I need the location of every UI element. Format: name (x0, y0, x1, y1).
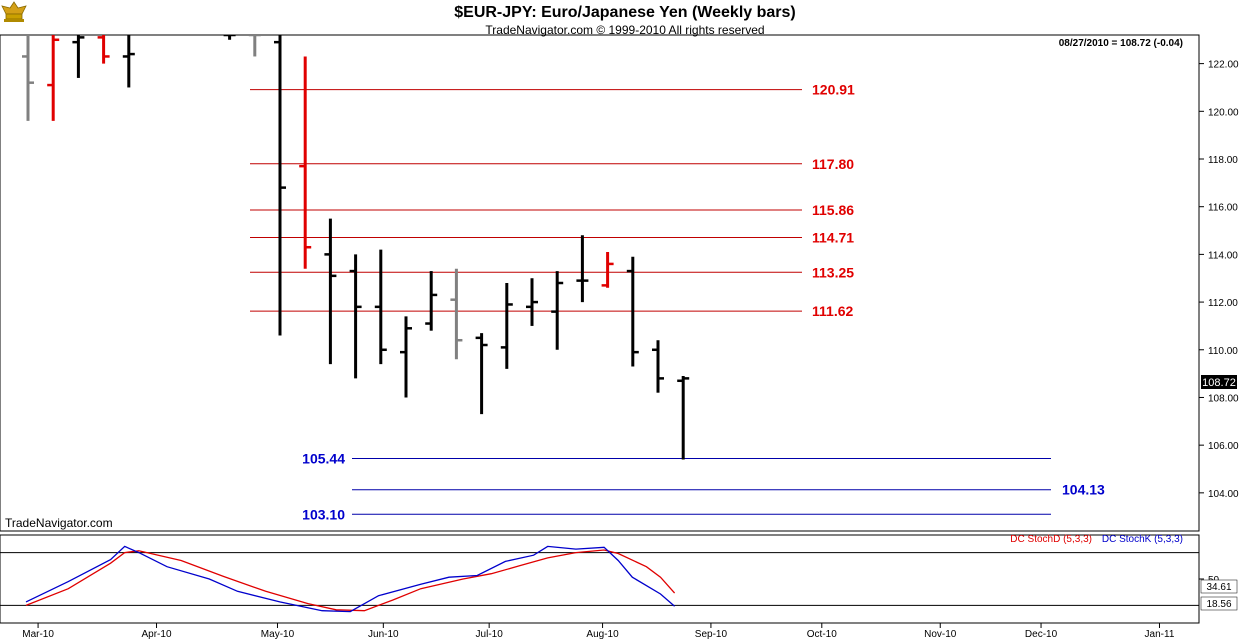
ohlc-bar (148, 30, 160, 35)
fib-level-label: 104.13 (1062, 482, 1105, 498)
ohlc-bar (551, 271, 564, 350)
ohlc-bar (425, 271, 438, 331)
ohlc-bar (72, 35, 85, 78)
price-tick-label: 110.00 (1208, 346, 1238, 357)
date-tick-label: Dec-10 (1025, 629, 1058, 640)
stochk-legend: DC StochK (5,3,3) (1102, 534, 1183, 545)
ohlc-bar (97, 35, 110, 64)
date-tick-label: Sep-10 (695, 629, 728, 640)
last-value-box (1201, 375, 1237, 389)
date-tick-label: Oct-10 (807, 629, 837, 640)
stoch-last-value: 34.61 (1206, 582, 1231, 593)
ohlc-bar (248, 35, 261, 57)
date-tick-label: May-10 (261, 629, 295, 640)
ohlc-bar (349, 254, 362, 379)
price-tick-label: 114.00 (1208, 250, 1238, 261)
date-tick-label: Aug-10 (586, 629, 619, 640)
stochd-legend: DC StochD (5,3,3) (1010, 534, 1092, 545)
fib-level-label: 113.25 (812, 264, 854, 280)
date-tick-label: Jul-10 (476, 629, 504, 640)
stoch-last-box (1200, 596, 1238, 611)
ohlc-bar (274, 35, 286, 336)
ohlc-bar (526, 278, 538, 326)
fibonacci-levels: 120.91 117.80 115.86 114.71 113.25 111.62 105.… (250, 82, 1105, 522)
ohlc-bar (223, 35, 236, 40)
price-tick-label: 118.00 (1208, 155, 1238, 166)
price-tick-label: 122.00 (1208, 60, 1239, 71)
fib-level-label: 117.80 (812, 156, 854, 172)
chart-subtitle: TradeNavigator.com © 1999-2010 All right… (485, 23, 764, 37)
date-tick-label: Nov-10 (924, 629, 957, 640)
ohlc-bar (475, 333, 488, 415)
trade-navigator-logo-icon (1, 1, 27, 22)
fib-level-label: 115.86 (812, 202, 854, 218)
chart-title: $EUR-JPY: Euro/Japanese Yen (Weekly bars… (454, 4, 795, 21)
price-tick-label: 106.00 (1208, 441, 1239, 452)
ohlc-bar (299, 56, 312, 269)
ohlc-bar (374, 249, 387, 365)
ohlc-bar (576, 235, 589, 303)
ohlc-bar (122, 35, 135, 88)
fib-level-label: 114.71 (812, 229, 854, 245)
price-tick-label: 104.00 (1208, 489, 1239, 500)
ohlc-bar (601, 252, 614, 288)
watermark: TradeNavigator.com (5, 516, 113, 530)
fib-level-label: 103.10 (302, 506, 345, 522)
date-tick-label: Jan-11 (1145, 629, 1175, 640)
date-axis: Mar-10 Apr-10 May-10 Jun-10 Jul-10 Aug-10 Sep-… (22, 623, 1175, 640)
price-panel (0, 34, 1200, 532)
last-value-label: 108.72 (1202, 377, 1236, 389)
ohlc-bar (500, 283, 513, 369)
stoch-last-box (1200, 579, 1238, 594)
ohlc-bar (47, 35, 60, 121)
ohlc-bar (626, 256, 639, 367)
date-tick-label: Apr-10 (142, 629, 172, 640)
fib-level-label: 111.62 (812, 303, 853, 319)
price-tick-label: 120.00 (1208, 107, 1239, 118)
stoch-series-line (25, 545, 676, 613)
date-tick-label: Mar-10 (22, 629, 54, 640)
ohlc-bar (324, 218, 337, 365)
date-tick-label: Jun-10 (368, 629, 399, 640)
ohlc-bar (450, 268, 463, 360)
stoch-series-line (25, 549, 676, 612)
ohlc-bar (173, 30, 185, 35)
price-tick-label: 108.00 (1208, 393, 1239, 404)
fib-level-label: 105.44 (302, 451, 345, 467)
price-tick-label: 112.00 (1208, 298, 1238, 309)
stoch-last-value: 18.56 (1206, 599, 1231, 610)
fib-level-label: 120.91 (812, 82, 855, 98)
price-tick-label: 116.00 (1208, 203, 1238, 214)
last-quote: 08/27/2010 = 108.72 (-0.04) (1059, 38, 1183, 49)
ohlc-bar (652, 340, 664, 393)
ohlc-bar (22, 35, 34, 121)
ohlc-bar (400, 316, 412, 398)
price-axis: 104.00 106.00 108.00 110.00 112.00 114.00 116.… (1199, 60, 1239, 500)
ohlc-bar (198, 30, 210, 35)
price-bars (22, 30, 690, 460)
ohlc-bar (677, 376, 690, 460)
